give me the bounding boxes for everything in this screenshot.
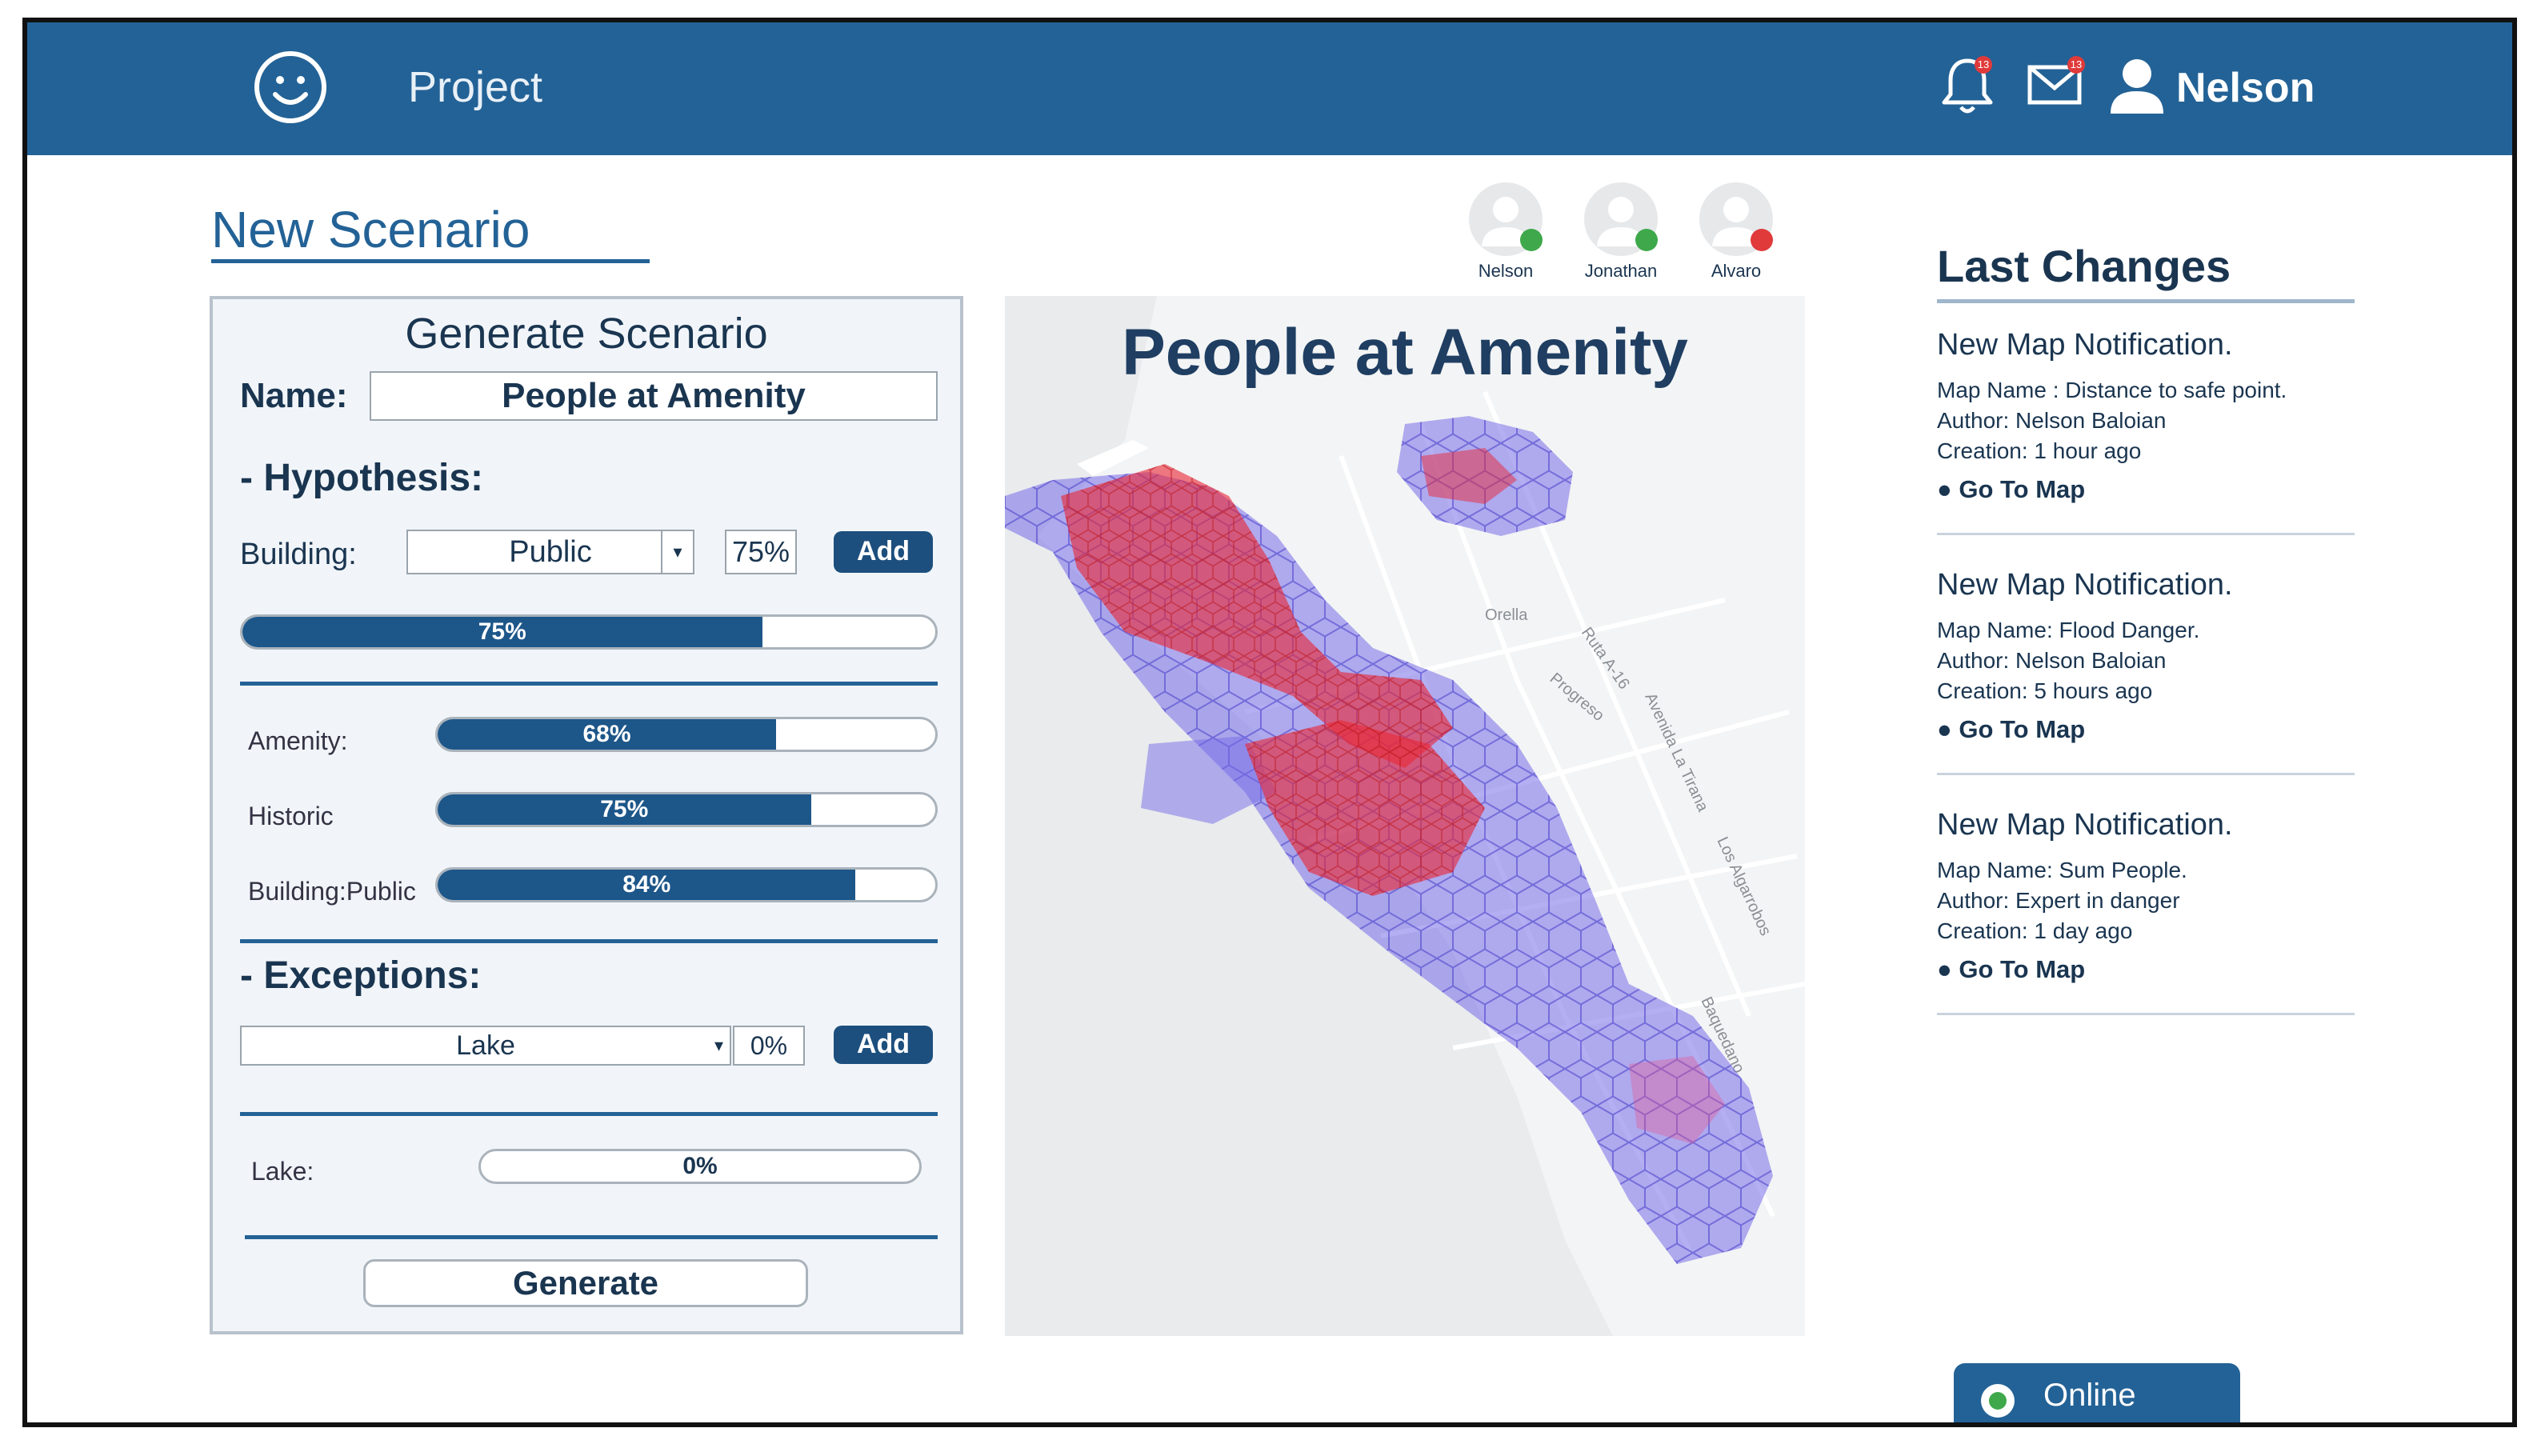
project-menu[interactable]: Project — [408, 63, 543, 111]
building-type-select[interactable]: Public ▾ — [406, 530, 694, 574]
exception-type-select[interactable]: Lake ▾ — [240, 1026, 731, 1066]
exception-label: Lake: — [251, 1157, 314, 1186]
go-to-map-label: Go To Map — [1959, 475, 2086, 503]
pier — [1077, 440, 1149, 476]
progress-fill — [438, 870, 856, 900]
notification-divider — [1937, 533, 2355, 535]
user-name[interactable]: Nelson — [2176, 65, 2315, 111]
offline-status-dot — [1751, 229, 1773, 251]
online-status-dot — [1520, 229, 1543, 251]
map-title: People at Amenity — [1122, 316, 1688, 389]
panel-title: Generate Scenario — [405, 310, 768, 358]
globe-icon: ● — [1937, 955, 1952, 983]
building-select-value: Public — [509, 535, 592, 569]
notification-title: New Map Notification. — [1937, 808, 2233, 842]
name-label: Name: — [240, 376, 348, 415]
notification-map-name: Map Name: Flood Danger. — [1937, 618, 2200, 642]
name-input[interactable]: People at Amenity — [370, 371, 938, 421]
collaborator-avatar-icon[interactable] — [1583, 181, 1659, 258]
notification-title: New Map Notification. — [1937, 328, 2233, 362]
mail-icon — [2027, 65, 2082, 105]
notifications-button[interactable]: 13 — [1939, 56, 2003, 120]
progress-label: 75% — [600, 796, 649, 822]
online-status-dot — [1635, 229, 1658, 251]
top-bar: Project 13 13 Nelson — [27, 22, 2512, 155]
title-underline — [211, 259, 650, 263]
generate-scenario-panel: Generate Scenario Name: People at Amenit… — [210, 296, 963, 1334]
mail-count-badge: 13 — [2067, 56, 2085, 74]
notification-creation: Creation: 1 hour ago — [1937, 438, 2142, 463]
notification-divider — [1937, 1013, 2355, 1015]
notification-title: New Map Notification. — [1937, 568, 2233, 602]
scenario-map[interactable]: Orella Ruta A-16 Progreso Avenida La Tir… — [1005, 296, 1805, 1336]
go-to-map-link[interactable]: ● Go To Map — [1937, 475, 2085, 504]
add-hypothesis-button[interactable]: Add — [834, 531, 933, 573]
notification-creation: Creation: 5 hours ago — [1937, 678, 2153, 703]
online-status-icon — [1981, 1384, 2015, 1418]
go-to-map-label: Go To Map — [1959, 715, 2086, 743]
messages-button[interactable]: 13 — [2026, 56, 2090, 120]
progress-label: 75% — [478, 618, 526, 645]
exception-bar: 0% — [478, 1149, 922, 1184]
globe-icon: ● — [1937, 715, 1952, 743]
hypothesis-bar: 68% — [435, 717, 938, 752]
hypothesis-bar: 84% — [435, 867, 938, 902]
collaborator-avatar-icon[interactable] — [1698, 181, 1775, 258]
smiley-logo-icon[interactable] — [253, 50, 328, 125]
last-changes-underline — [1937, 299, 2355, 303]
online-status-button[interactable]: Online — [1954, 1363, 2240, 1422]
notification-author: Author: Expert in danger — [1937, 888, 2180, 913]
section-divider — [240, 939, 938, 943]
hypothesis-label: Historic — [248, 802, 334, 830]
app-frame: Project 13 13 Nelson New Scenario Genera… — [22, 18, 2517, 1427]
progress-fill — [438, 719, 776, 750]
map-canvas: Orella Ruta A-16 Progreso Avenida La Tir… — [1005, 296, 1805, 1336]
collaborator-name: Jonathan — [1584, 261, 1658, 281]
go-to-map-label: Go To Map — [1959, 955, 2086, 983]
add-exception-button[interactable]: Add — [834, 1026, 933, 1064]
hypothesis-label: Building:Public — [248, 877, 416, 906]
generate-button[interactable]: Generate — [363, 1259, 808, 1307]
exception-percent-input[interactable]: 0% — [733, 1026, 805, 1066]
hypothesis-heading: - Hypothesis: — [240, 457, 484, 499]
building-label: Building: — [240, 538, 357, 571]
notification-author: Author: Nelson Baloian — [1937, 648, 2167, 673]
progress-fill — [242, 617, 762, 647]
last-changes-title: Last Changes — [1937, 241, 2231, 291]
user-icon[interactable] — [2107, 56, 2167, 117]
heatmap-red — [1061, 448, 1725, 1144]
hypothesis-label: Amenity: — [248, 726, 348, 755]
collaborator-avatar-icon[interactable] — [1467, 181, 1544, 258]
notification-divider — [1937, 773, 2355, 775]
exception-select-value: Lake — [456, 1030, 515, 1061]
building-percent-input[interactable]: 75% — [725, 530, 797, 574]
collaborator-name: Nelson — [1478, 261, 1534, 281]
notification-creation: Creation: 1 day ago — [1937, 918, 2133, 943]
progress-label: 0% — [682, 1153, 718, 1179]
notification-count-badge: 13 — [1975, 56, 1992, 74]
notification-map-name: Map Name : Distance to safe point. — [1937, 378, 2287, 402]
go-to-map-link[interactable]: ● Go To Map — [1937, 715, 2085, 744]
exceptions-heading: - Exceptions: — [240, 954, 482, 997]
building-progress-bar: 75% — [240, 614, 938, 650]
progress-label: 84% — [622, 871, 671, 898]
section-divider — [240, 682, 938, 686]
dropdown-arrow-icon: ▾ — [661, 531, 693, 573]
street-label: Orella — [1485, 606, 1528, 624]
section-divider — [245, 1235, 938, 1239]
notification-map-name: Map Name: Sum People. — [1937, 858, 2187, 882]
online-status-label: Online — [2043, 1378, 2136, 1413]
progress-fill — [438, 794, 811, 825]
section-divider — [240, 1112, 938, 1116]
page-title: New Scenario — [211, 201, 530, 258]
go-to-map-link[interactable]: ● Go To Map — [1937, 955, 2085, 984]
globe-icon: ● — [1937, 475, 1952, 503]
dropdown-arrow-icon: ▾ — [714, 1035, 723, 1055]
notification-author: Author: Nelson Baloian — [1937, 408, 2167, 433]
progress-label: 68% — [582, 721, 631, 747]
hypothesis-bar: 75% — [435, 792, 938, 827]
collaborator-name: Alvaro — [1711, 261, 1762, 281]
